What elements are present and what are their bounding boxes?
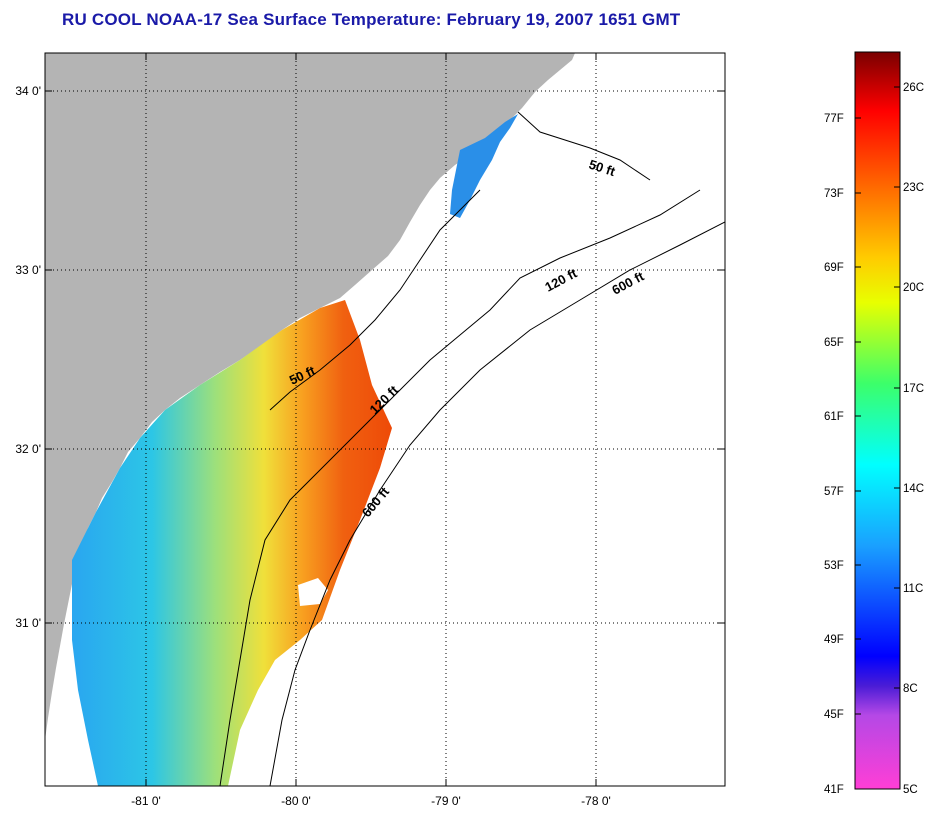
lat-label-31: 31 0' [15,616,41,630]
lat-label-32: 32 0' [15,442,41,456]
colorbar-scale [854,51,901,790]
cb-label-65f: 65F [824,337,844,349]
cb-label-20c: 20C [903,282,924,294]
cb-label-73f: 73F [824,188,844,200]
isobath-contours [219,111,725,786]
lat-lon-grid [45,53,725,786]
cb-label-5c: 5C [903,784,918,796]
cb-label-45f: 45F [824,709,844,721]
land-mass [45,53,575,740]
cb-label-26c: 26C [903,82,924,94]
cb-label-69f: 69F [824,262,844,274]
sst-swath-south [72,300,392,786]
cb-label-61f: 61F [824,411,844,423]
map-frame [44,52,726,787]
lon-label-78: -78 0' [581,794,611,808]
cb-label-17c: 17C [903,383,924,395]
cb-label-53f: 53F [824,560,844,572]
isobath-120ft [219,189,701,786]
cb-label-11c: 11C [903,583,923,595]
colorbar: 77F 73F 69F 65F 61F 57F 53F 49F 45F 41F … [824,51,924,796]
isobath-600ft [269,221,725,786]
axis-ticks [45,53,725,786]
cloud-gap [298,578,328,606]
cb-label-8c: 8C [903,683,918,695]
colorbar-ticks [855,86,900,715]
cb-label-14c: 14C [903,483,924,495]
cb-label-23c: 23C [903,182,924,194]
lon-label-79: -79 0' [431,794,461,808]
lat-label-33: 33 0' [15,263,41,277]
lon-label-80: -80 0' [281,794,311,808]
map-panel: 50 ft 50 ft 120 ft 120 ft 600 ft 600 ft [45,53,725,786]
cb-label-49f: 49F [824,634,844,646]
lon-label-81: -81 0' [131,794,161,808]
map-title: RU COOL NOAA-17 Sea Surface Temperature:… [62,10,681,29]
isobath-50ft [269,111,651,411]
cb-label-41f: 41F [824,784,844,796]
lat-label-34: 34 0' [15,84,41,98]
sst-swath-north [450,114,518,218]
cb-label-57f: 57F [824,486,844,498]
cb-label-77f: 77F [824,113,844,125]
